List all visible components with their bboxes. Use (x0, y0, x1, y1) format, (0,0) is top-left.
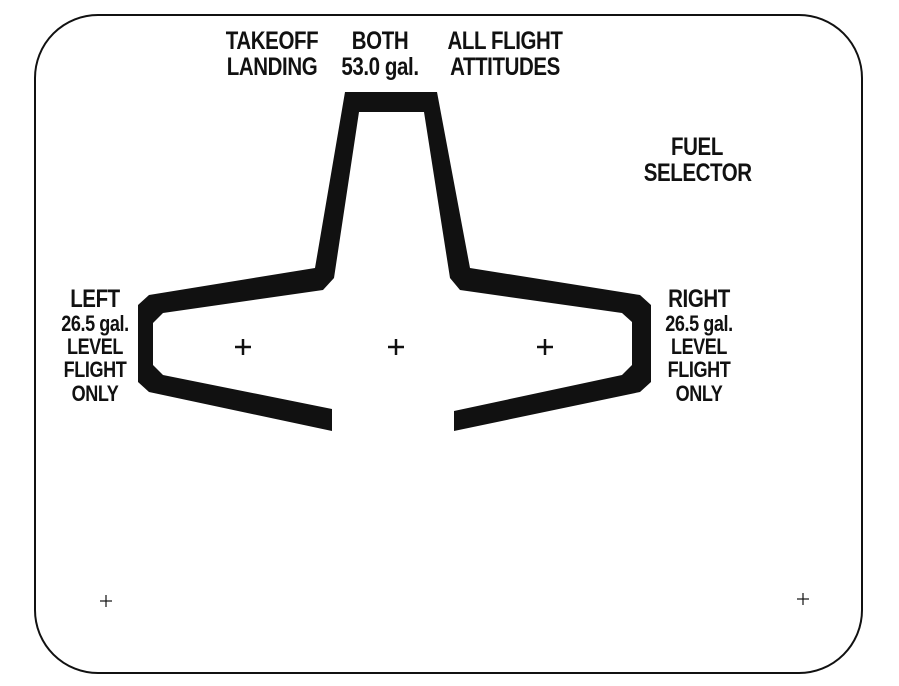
placard-border (34, 14, 863, 674)
all-flight-attitudes-label: ALL FLIGHT ATTITUDES (447, 27, 563, 82)
right-tank-label: RIGHT 26.5 gal. LEVEL FLIGHT ONLY (665, 285, 733, 406)
takeoff-landing-label: TAKEOFF LANDING (225, 27, 319, 82)
left-tank-label: LEFT 26.5 gal. LEVEL FLIGHT ONLY (61, 285, 129, 406)
selector-outline-shape (138, 92, 651, 431)
corner-screw-marks (100, 593, 809, 607)
fuel-selector-title: FUEL SELECTOR (643, 133, 752, 188)
selector-position-marks (235, 339, 553, 355)
both-label: BOTH 53.0 gal. (341, 27, 419, 82)
